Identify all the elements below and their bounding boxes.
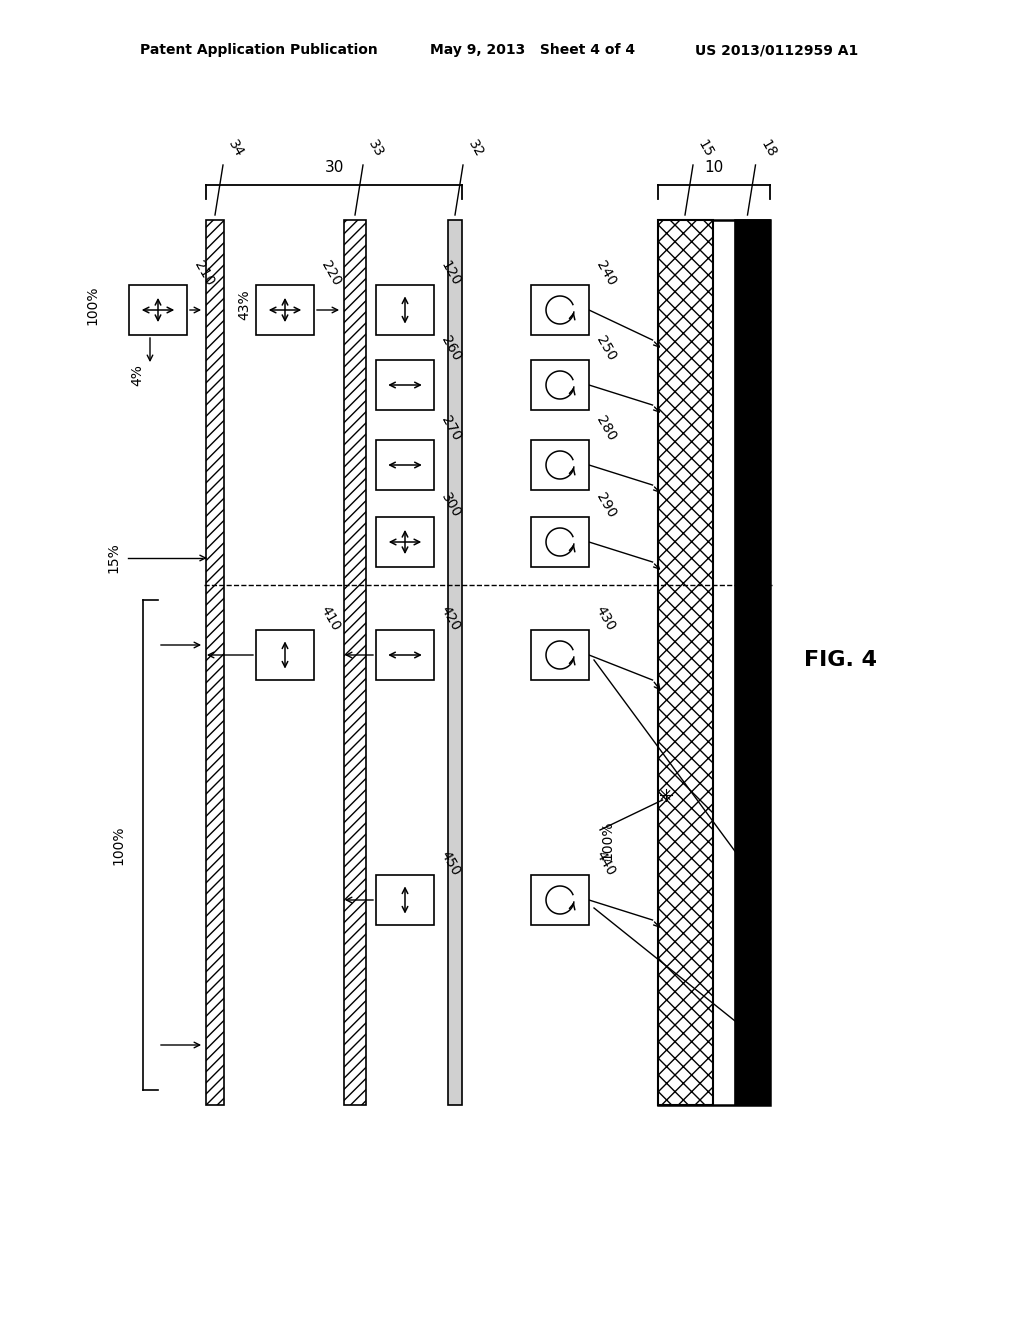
Bar <box>531 517 589 568</box>
Bar <box>449 220 462 1105</box>
Text: 440: 440 <box>593 849 618 878</box>
Text: 30: 30 <box>325 160 344 174</box>
Text: Patent Application Publication: Patent Application Publication <box>140 44 378 57</box>
Text: US 2013/0112959 A1: US 2013/0112959 A1 <box>695 44 858 57</box>
Text: 410: 410 <box>318 603 343 632</box>
Bar <box>657 220 713 1105</box>
Text: 420: 420 <box>438 603 463 632</box>
Text: May 9, 2013   Sheet 4 of 4: May 9, 2013 Sheet 4 of 4 <box>430 44 635 57</box>
Text: 210: 210 <box>191 259 216 288</box>
Bar <box>531 875 589 925</box>
Bar <box>376 360 434 411</box>
Text: 15: 15 <box>695 137 716 160</box>
Text: 220: 220 <box>318 259 343 288</box>
Text: 100%: 100% <box>600 820 614 859</box>
Text: 120: 120 <box>438 259 463 288</box>
Text: 430: 430 <box>593 603 618 632</box>
Text: 100%: 100% <box>85 285 99 325</box>
Bar <box>531 360 589 411</box>
Bar <box>376 285 434 335</box>
Text: 240: 240 <box>593 259 618 288</box>
Text: 4%: 4% <box>130 364 144 385</box>
Text: 10: 10 <box>705 160 723 174</box>
Text: 34: 34 <box>225 137 246 160</box>
Text: 43%: 43% <box>237 289 251 321</box>
Bar <box>376 630 434 680</box>
Text: 18: 18 <box>758 137 778 160</box>
Text: 280: 280 <box>593 413 618 444</box>
Bar <box>531 440 589 490</box>
Text: 32: 32 <box>465 137 485 160</box>
Bar <box>735 220 770 1105</box>
Text: 250: 250 <box>593 333 618 363</box>
Bar <box>256 285 314 335</box>
Text: 260: 260 <box>438 333 463 363</box>
Text: 450: 450 <box>438 849 463 878</box>
Bar <box>376 440 434 490</box>
Bar <box>206 220 224 1105</box>
Bar <box>531 630 589 680</box>
Text: 33: 33 <box>365 137 386 160</box>
Bar <box>531 285 589 335</box>
Text: 100%: 100% <box>111 825 125 865</box>
Bar <box>376 875 434 925</box>
Text: FIG. 4: FIG. 4 <box>804 649 877 671</box>
Text: 15%: 15% <box>106 543 120 573</box>
Bar <box>344 220 366 1105</box>
Text: 290: 290 <box>593 490 618 520</box>
Text: 270: 270 <box>438 413 463 444</box>
Bar <box>129 285 187 335</box>
Bar <box>256 630 314 680</box>
Bar <box>376 517 434 568</box>
Text: 300: 300 <box>438 490 463 520</box>
Bar <box>657 220 770 1105</box>
